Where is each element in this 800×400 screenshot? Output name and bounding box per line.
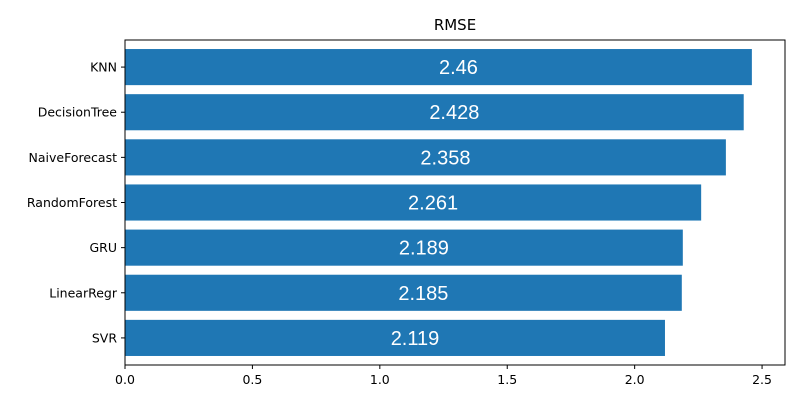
bars-layer [125, 49, 752, 356]
y-tick-label-svr: SVR [92, 330, 117, 345]
y-tick-label-linearregr: LinearRegr [49, 285, 118, 300]
x-tick-label: 1.0 [370, 372, 390, 387]
x-tick-label: 2.5 [752, 372, 772, 387]
bar-gru [125, 229, 683, 266]
x-tick-label: 1.5 [497, 372, 517, 387]
y-tick-label-naiveforecast: NaiveForecast [29, 150, 118, 165]
axes-layer: KNN DecisionTree NaiveForecast RandomForest… [27, 39, 786, 387]
data-label-svr: 2.119 [391, 328, 440, 350]
data-label-linearregr: 2.185 [398, 283, 448, 305]
data-labels-layer: 2.46 2.428 2.358 2.261 2.189 2.185 2.119 [391, 57, 480, 350]
y-tick-label-gru: GRU [89, 240, 117, 255]
data-label-decisiontree: 2.428 [429, 102, 479, 124]
bar-linearregr [125, 274, 682, 311]
bar-knn [125, 49, 752, 86]
data-label-gru: 2.189 [399, 238, 449, 260]
bar-svr [125, 319, 665, 356]
data-label-naiveforecast: 2.358 [420, 147, 470, 169]
bar-naiveforecast [125, 139, 726, 176]
x-tick-label: 2.0 [625, 372, 645, 387]
chart-title: RMSE [434, 16, 476, 34]
x-tick-label: 0.5 [242, 372, 262, 387]
y-tick-label-knn: KNN [90, 60, 117, 75]
y-tick-label-randomforest: RandomForest [27, 195, 117, 210]
y-tick-label-decisiontree: DecisionTree [38, 105, 118, 120]
x-tick-label: 0.0 [115, 372, 135, 387]
data-label-knn: 2.46 [439, 57, 478, 79]
bar-decisiontree [125, 94, 744, 131]
data-label-randomforest: 2.261 [408, 193, 458, 215]
bar-randomforest [125, 184, 702, 221]
plot-frame [124, 39, 786, 366]
